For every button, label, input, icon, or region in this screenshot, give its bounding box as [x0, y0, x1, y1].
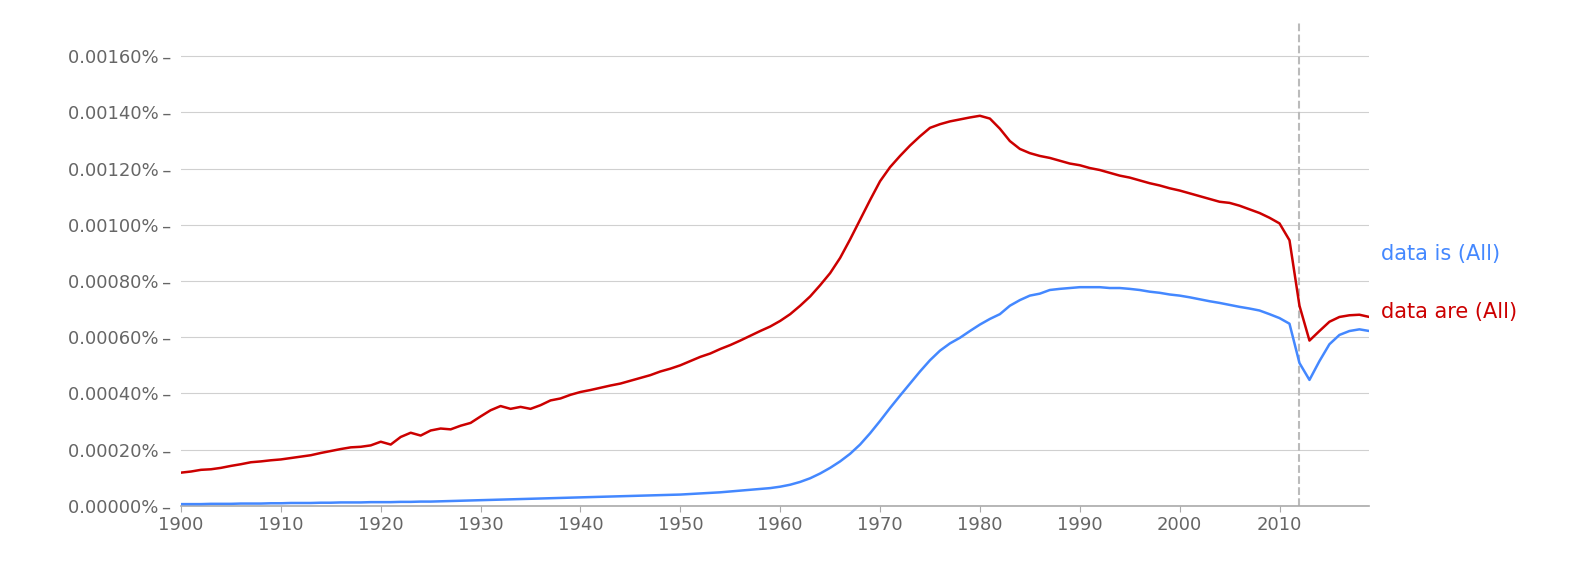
Text: data are (All): data are (All): [1382, 302, 1517, 323]
Text: data is (All): data is (All): [1382, 244, 1500, 265]
